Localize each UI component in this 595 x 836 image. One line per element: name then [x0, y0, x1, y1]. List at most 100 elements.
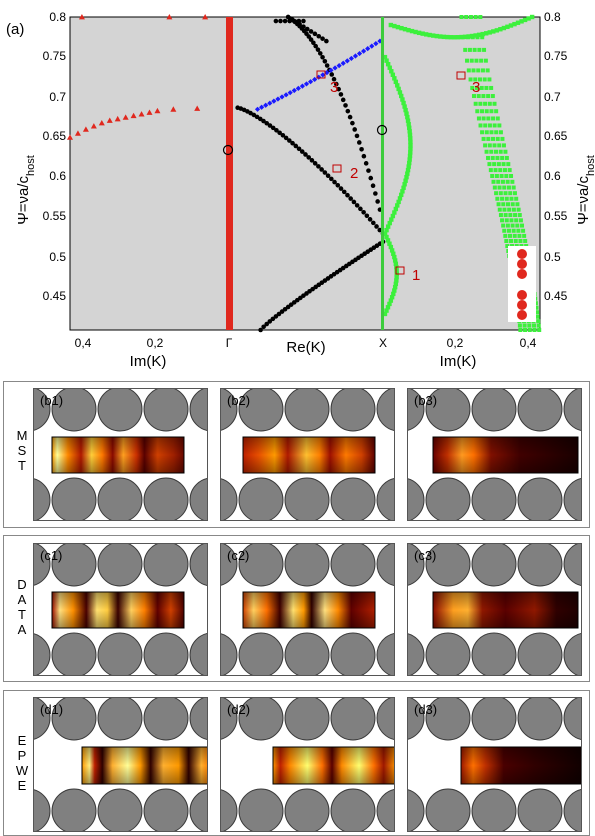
band-black-upper [350, 120, 355, 126]
data-point-red [122, 114, 129, 120]
band-blue-mid [254, 106, 261, 112]
band-blue-mid [259, 104, 265, 110]
band-green [498, 149, 503, 154]
band-green [475, 109, 480, 114]
band-green [466, 68, 471, 73]
band-green [508, 233, 513, 238]
band-black-mid [283, 135, 289, 141]
svg-text:0.65: 0.65 [43, 129, 67, 143]
band-green [407, 157, 412, 162]
panel-label-a: (a) [6, 21, 24, 38]
mode-marker-3-right [456, 71, 466, 80]
band-green [501, 25, 507, 31]
band-green [503, 191, 508, 196]
band-black-mid [277, 130, 282, 136]
lattice-rod [97, 788, 143, 831]
band-green [519, 19, 524, 24]
band-black-low [264, 321, 270, 327]
band-green [521, 228, 526, 233]
band-blue-mid [299, 83, 306, 89]
band-green [505, 244, 510, 249]
band-blue-mid [332, 65, 338, 71]
svg-text:X: X [379, 336, 387, 350]
band-green [401, 185, 406, 190]
band-green [399, 192, 404, 198]
band-green [489, 85, 494, 90]
band-black-mid [316, 164, 321, 169]
lattice-rod [189, 633, 207, 675]
data-point-red [98, 119, 105, 126]
band-black-top [282, 18, 288, 24]
band-green [504, 218, 509, 223]
band-green [420, 31, 425, 36]
band-green [506, 162, 511, 167]
band-black-upper [347, 114, 353, 120]
data-point-red [170, 106, 177, 112]
band-green [500, 179, 505, 184]
band-green [473, 101, 478, 106]
band-green [494, 28, 500, 33]
subpanel-b3: (b3) [407, 388, 582, 521]
band-black-low [267, 319, 273, 324]
field-shading [52, 592, 184, 628]
band-black-low [261, 324, 266, 330]
band-green [491, 136, 496, 141]
x-ticks: 0,4 0,2 Γ X 0,2 0,4 [75, 336, 537, 350]
lattice-rod [471, 788, 517, 831]
band-green [504, 173, 509, 178]
band-black-mid [312, 161, 318, 166]
lattice-rod [376, 789, 394, 831]
lattice-rod [471, 632, 517, 675]
band-green [407, 132, 413, 138]
field-shading [433, 437, 578, 473]
band-green [408, 150, 413, 155]
band-green [501, 143, 506, 148]
band-black-mid [335, 183, 341, 188]
band-green [484, 85, 489, 90]
band-green [385, 238, 391, 243]
svg-text:0.8: 0.8 [544, 10, 561, 24]
band-green [513, 213, 518, 218]
band-green [511, 185, 516, 190]
band-green [389, 295, 395, 300]
band-black-mid [270, 125, 276, 131]
band-blue-mid [263, 102, 269, 108]
band-green [502, 207, 507, 212]
band-green [469, 58, 474, 63]
band-green [486, 116, 491, 121]
band-green [399, 93, 404, 99]
band-blue-mid [295, 85, 301, 91]
band-black-top [320, 36, 325, 41]
band-green [500, 136, 505, 141]
band-green [416, 30, 422, 36]
band-green [479, 58, 484, 63]
band-black-upper [322, 59, 328, 64]
lattice-rod [51, 477, 97, 520]
lattice-rod [97, 632, 143, 675]
band-green [523, 238, 528, 243]
band-green [527, 328, 532, 332]
band-green [455, 35, 461, 40]
band-blue-mid [328, 67, 334, 73]
band-black-upper [366, 168, 371, 173]
lattice-rod [238, 544, 284, 587]
band-green [388, 298, 394, 303]
dispersion-chart: (a) 1 2 3 3 0.8 0.75 0.7 0.65 0.6 0.55 0… [6, 10, 595, 370]
band-green [407, 153, 413, 159]
band-green [515, 202, 520, 207]
band-green [487, 30, 492, 35]
band-green [500, 196, 505, 201]
band-blue-mid [307, 79, 314, 85]
lattice-rod [221, 478, 238, 520]
svg-text:0.45: 0.45 [43, 289, 67, 303]
band-green [459, 15, 464, 19]
band-black-upper [324, 63, 330, 68]
band-black-upper [370, 183, 376, 189]
band-black-mid [280, 133, 286, 138]
lattice-rod [238, 389, 284, 432]
band-black-mid [290, 140, 295, 146]
lattice-rod [563, 544, 581, 586]
band-black-mid [299, 149, 305, 154]
band-green [392, 258, 398, 263]
band-green [503, 149, 508, 154]
